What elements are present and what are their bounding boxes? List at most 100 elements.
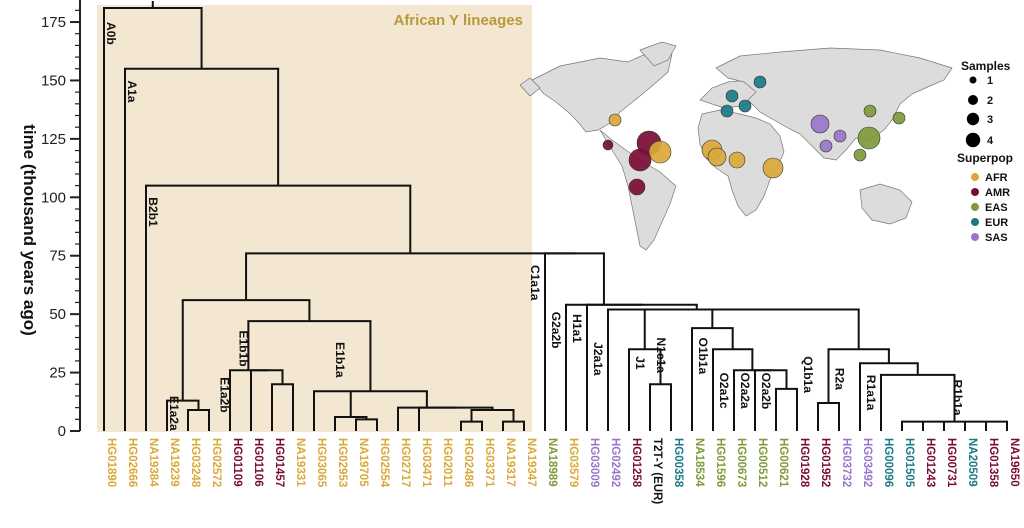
map-legend: Samples 1 2 3 4 Superpop AFR AMR EAS EUR SAS [957, 59, 1013, 244]
superpop-legend-dot [971, 188, 979, 196]
samples-legend-title: Samples [961, 59, 1011, 73]
size-legend-dot [969, 76, 977, 84]
sample-point [648, 140, 672, 164]
y-tick-label: 150 [41, 72, 66, 89]
haplogroup-label: H1a1 [570, 314, 584, 343]
leaf-label: HG01952 [819, 438, 831, 487]
leaf-label: HG03471 [420, 438, 432, 488]
haplogroup-label: O2a1c [717, 373, 731, 409]
leaf-label: HG00096 [882, 438, 894, 487]
leaf-label: HG01457 [273, 438, 285, 487]
haplogroup-label: E1b1a [333, 342, 347, 378]
leaf-labels: HG01890 HG02666 NA19384 NA19239 HG03248 HG025… [105, 438, 1020, 504]
landmass [859, 183, 913, 225]
haplogroup-labels: A0b A1a B2b1 E1a2a E1a2b E1b1b E1b1a C1a1a G2a2b… [104, 22, 964, 431]
y-tick-label: 0 [58, 423, 66, 440]
leaf-label: T2T-Y (EUR) [651, 438, 663, 504]
sample-point [810, 114, 830, 134]
landmass [519, 77, 541, 97]
leaf-label: NA19384 [147, 438, 159, 487]
leaf-label: HG02953 [336, 438, 348, 487]
haplogroup-label: A0b [104, 22, 118, 45]
sample-point [707, 147, 727, 167]
superpop-legend-label: SAS [985, 232, 1008, 244]
landmass [531, 51, 673, 133]
haplogroup-label: A1a [125, 80, 139, 102]
leaf-label: HG01928 [798, 438, 810, 488]
haplogroup-label: R1b1a [950, 380, 964, 416]
y-tick-label: 75 [49, 248, 66, 265]
leaf-label: HG03009 [588, 438, 600, 487]
leaf-label: HG00621 [777, 438, 789, 488]
haplogroup-label: E1b1b [236, 331, 250, 367]
y-tick-label: 175 [41, 14, 66, 31]
y-tick-label: 100 [41, 189, 66, 206]
size-legend-label: 4 [987, 135, 994, 147]
sample-point [819, 139, 833, 153]
haplogroup-label: R1a1a [864, 375, 878, 411]
haplogroup-label: N1c1a [654, 338, 668, 374]
leaf-label: NA18534 [693, 438, 705, 487]
sample-point [863, 104, 877, 118]
tree-branches [103, 0, 1008, 431]
leaf-label: HG01358 [987, 438, 999, 488]
haplogroup-label: O2a2b [759, 373, 773, 410]
leaf-label: HG03248 [189, 438, 201, 488]
leaf-label: HG01243 [924, 438, 936, 487]
sample-point [762, 157, 784, 179]
leaf-label: HG02572 [210, 438, 222, 487]
superpop-legend-label: EAS [985, 202, 1008, 214]
y-axis-label: time (thousand years ago) [20, 124, 39, 336]
sample-point [608, 113, 622, 127]
size-legend-label: 1 [987, 75, 993, 87]
leaf-label: NA19705 [357, 438, 369, 487]
superpop-legend-label: EUR [985, 217, 1008, 229]
leaf-label: HG02554 [378, 438, 390, 488]
haplogroup-label: R2a [833, 368, 847, 390]
size-legend-dot [968, 95, 978, 105]
sample-point [857, 126, 881, 150]
leaf-label: HG02492 [609, 438, 621, 487]
leaf-label: HG01505 [903, 438, 915, 488]
superpop-legend-dot [971, 203, 979, 211]
leaf-label: HG00358 [672, 438, 684, 488]
leaf-label: NA19650 [1008, 438, 1020, 487]
haplogroup-label: E1a2b [217, 377, 231, 412]
sample-point [725, 89, 739, 103]
leaf-label: NA18989 [546, 438, 558, 487]
leaf-label: HG02666 [126, 438, 138, 487]
superpop-legend-dot [971, 233, 979, 241]
leaf-label: NA19239 [168, 438, 180, 487]
leaf-label: HG02717 [399, 438, 411, 487]
leaf-label: HG03732 [840, 438, 852, 487]
leaf-label: HG01258 [630, 438, 642, 488]
leaf-label: NA19331 [294, 438, 306, 487]
highlight-label: African Y lineages [393, 12, 523, 29]
haplogroup-label: O2a2a [738, 373, 752, 409]
leaf-label: HG02011 [441, 438, 453, 487]
sample-point [853, 148, 867, 162]
leaf-label: NA19317 [504, 438, 516, 487]
leaf-label: HG01106 [252, 438, 264, 487]
y-tick-label: 25 [49, 365, 66, 382]
size-legend-label: 3 [987, 114, 993, 126]
leaf-label: NA20509 [966, 438, 978, 487]
world-map [519, 41, 953, 251]
leaf-label: HG01890 [105, 438, 117, 487]
leaf-label: HG03579 [567, 438, 579, 487]
sample-point [602, 139, 614, 151]
superpop-legend-label: AMR [985, 187, 1010, 199]
leaf-label: HG03492 [861, 438, 873, 487]
leaf-label: HG01109 [231, 438, 243, 487]
superpop-legend-title: Superpop [957, 151, 1013, 165]
sample-point [833, 129, 847, 143]
superpop-legend-dot [971, 173, 979, 181]
leaf-label: HG00512 [756, 438, 768, 487]
size-legend-dot [965, 132, 981, 148]
sample-point [628, 178, 646, 196]
leaf-label: HG03371 [483, 438, 495, 488]
sample-point [728, 151, 746, 169]
haplogroup-label: E1a2a [167, 396, 181, 431]
haplogroup-label: J2a1a [591, 342, 605, 376]
